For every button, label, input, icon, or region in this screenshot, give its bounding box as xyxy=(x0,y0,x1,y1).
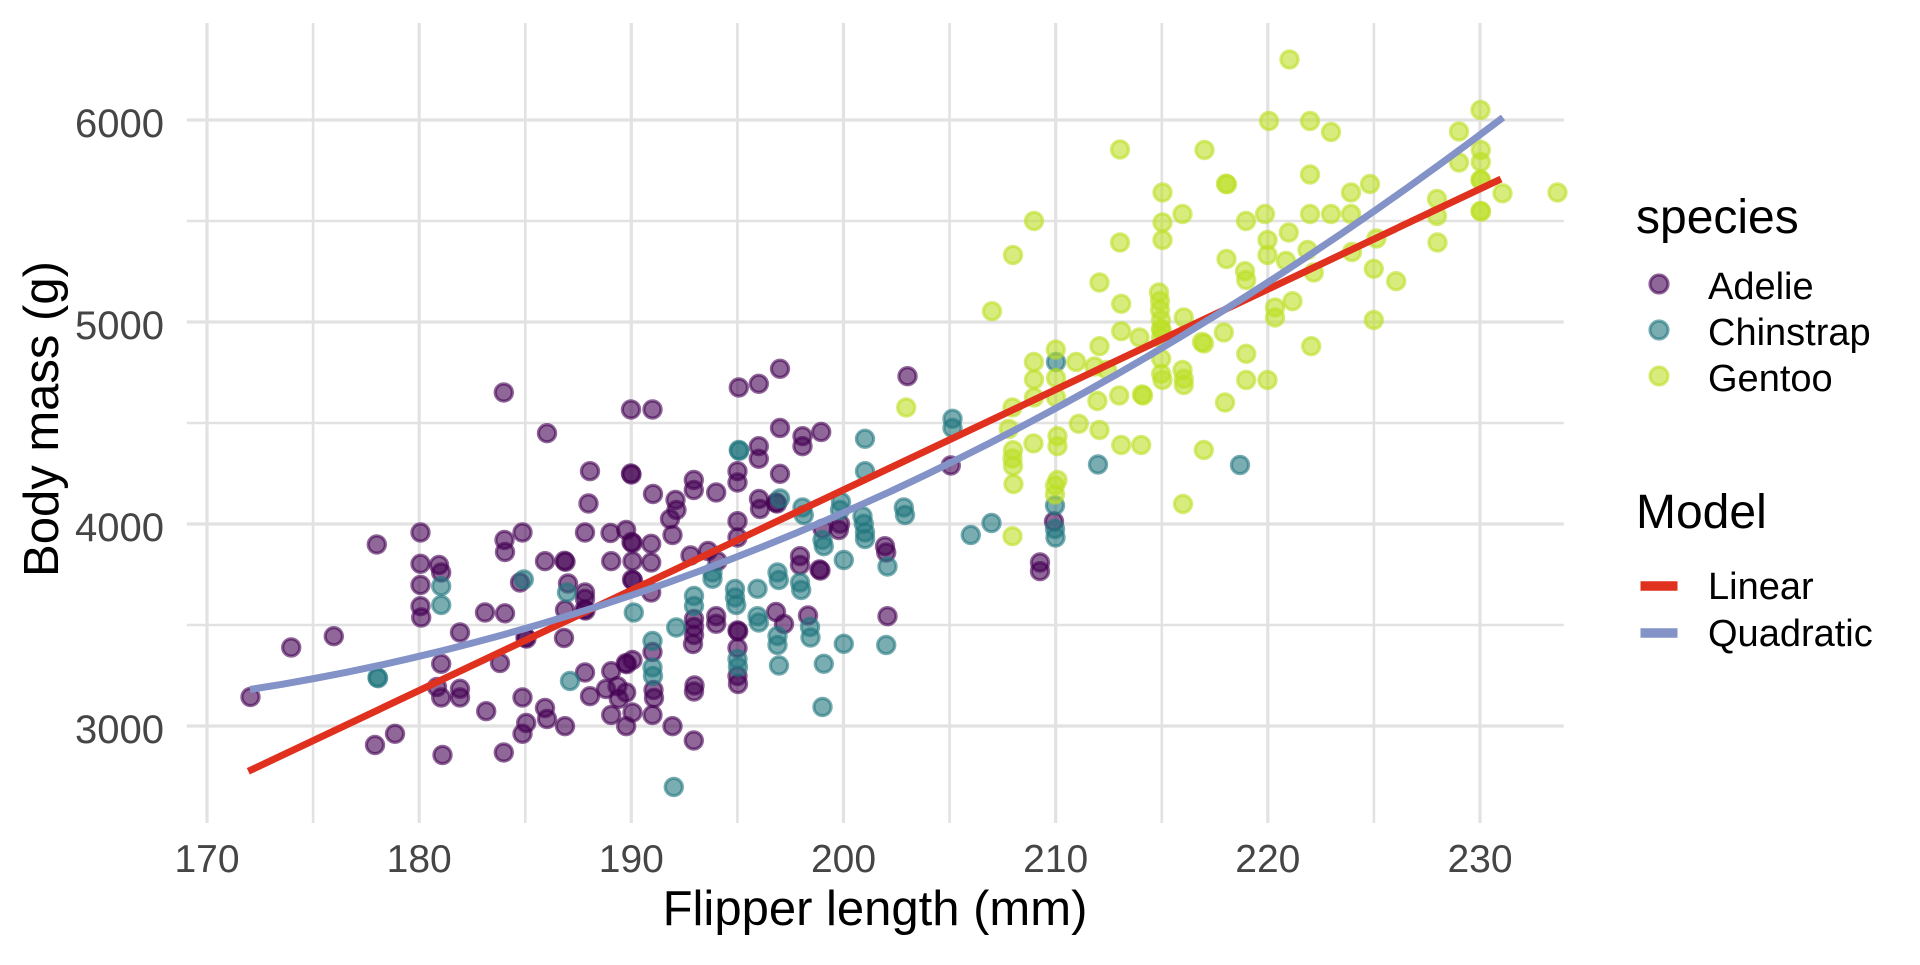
svg-text:Gentoo: Gentoo xyxy=(1708,358,1833,400)
svg-text:Body mass (g): Body mass (g) xyxy=(15,261,69,577)
svg-text:180: 180 xyxy=(387,838,452,881)
svg-text:190: 190 xyxy=(599,838,664,881)
svg-text:3000: 3000 xyxy=(75,708,164,752)
svg-text:220: 220 xyxy=(1235,838,1300,881)
svg-text:Adelie: Adelie xyxy=(1708,266,1814,308)
svg-text:Flipper length (mm): Flipper length (mm) xyxy=(663,882,1088,936)
svg-text:170: 170 xyxy=(174,838,239,881)
svg-text:Quadratic: Quadratic xyxy=(1708,613,1873,655)
svg-text:200: 200 xyxy=(811,838,876,881)
svg-text:Model: Model xyxy=(1636,486,1767,539)
svg-text:230: 230 xyxy=(1447,838,1512,881)
svg-text:4000: 4000 xyxy=(75,506,164,550)
svg-text:Chinstrap: Chinstrap xyxy=(1708,312,1871,354)
svg-text:210: 210 xyxy=(1023,838,1088,881)
svg-text:6000: 6000 xyxy=(75,102,164,146)
svg-text:Linear: Linear xyxy=(1708,566,1814,608)
svg-text:species: species xyxy=(1636,191,1799,244)
svg-text:5000: 5000 xyxy=(75,304,164,348)
